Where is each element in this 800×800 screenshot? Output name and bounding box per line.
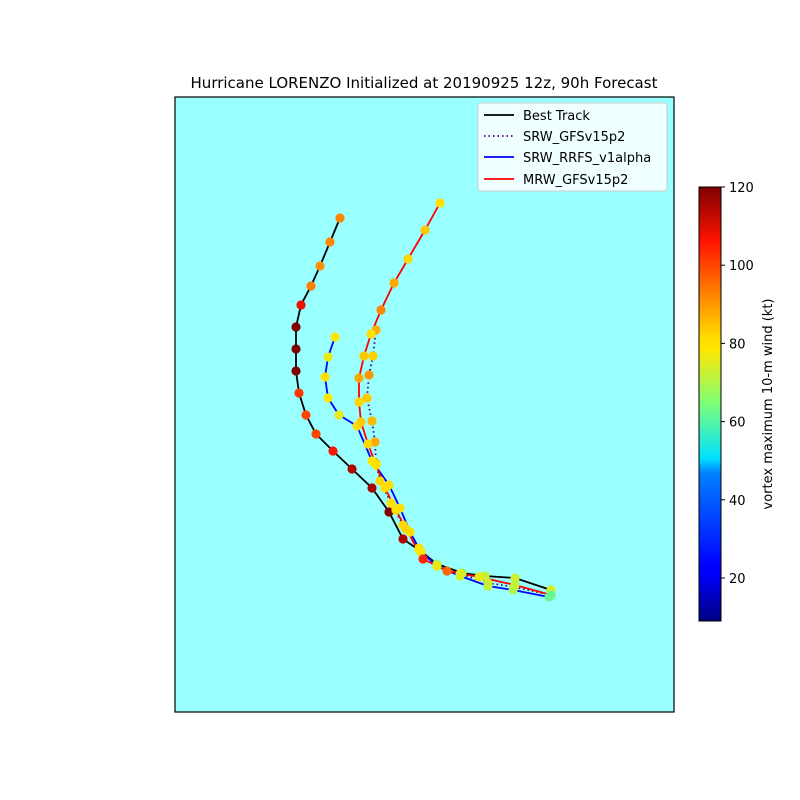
track-point-srw-gfsv15p2 [367,416,377,426]
track-point-mrw-gfsv15p2 [435,198,445,208]
track-point-mrw-gfsv15p2 [363,439,373,449]
chart-title: Hurricane LORENZO Initialized at 2019092… [191,74,658,92]
track-layer [291,198,556,602]
colorbar: 20 40 60 80 100 120 vortex maximum 10-m wind … [698,181,776,622]
track-point-best-track [315,261,325,271]
plot-area [175,97,674,712]
track-point-mrw-gfsv15p2 [442,566,452,576]
track-point-mrw-gfsv15p2 [474,572,484,582]
track-point-best-track [347,464,357,474]
track-point-mrw-gfsv15p2 [391,505,401,515]
track-line-srw-rrfs-v1alpha [324,336,550,598]
track-point-best-track [510,573,520,583]
track-point-best-track [296,300,306,310]
track-point-mrw-gfsv15p2 [389,278,399,288]
track-point-srw-rrfs-v1alpha [330,332,340,342]
track-point-srw-rrfs-v1alpha [323,393,333,403]
track-point-mrw-gfsv15p2 [546,590,556,600]
legend-label: MRW_GFSv15p2 [523,173,628,188]
track-point-mrw-gfsv15p2 [376,305,386,315]
track-point-mrw-gfsv15p2 [359,351,369,361]
track-point-best-track [367,483,377,493]
track-point-mrw-gfsv15p2 [418,554,428,564]
colorbar-tick-label: 120 [729,181,754,196]
colorbar-ticks: 20 40 60 80 100 120 [721,181,754,587]
colorbar-tick-label: 100 [729,259,754,274]
colorbar-gradient [698,186,722,622]
track-point-srw-gfsv15p2 [364,370,374,380]
legend-label: SRW_GFSv15p2 [523,130,625,145]
track-point-best-track [291,344,301,354]
track-point-srw-gfsv15p2 [370,437,380,447]
legend-label: SRW_RRFS_v1alpha [523,151,651,166]
track-point-best-track [301,410,311,420]
colorbar-tick-label: 80 [729,337,746,352]
track-point-best-track [291,366,301,376]
plot-frame [174,96,675,713]
track-point-best-track [335,213,345,223]
track-point-srw-gfsv15p2 [386,498,396,508]
colorbar-tick-label: 60 [729,416,746,431]
track-point-srw-gfsv15p2 [368,351,378,361]
track-point-mrw-gfsv15p2 [380,483,390,493]
track-point-srw-rrfs-v1alpha [323,352,333,362]
track-point-mrw-gfsv15p2 [420,225,430,235]
track-point-mrw-gfsv15p2 [401,524,411,534]
track-point-best-track [325,237,335,247]
track-point-srw-rrfs-v1alpha [416,547,426,557]
track-point-srw-rrfs-v1alpha [455,571,465,581]
track-point-best-track [398,534,408,544]
track-point-best-track [384,507,394,517]
track-point-srw-gfsv15p2 [362,393,372,403]
colorbar-tick-label: 40 [729,494,746,509]
track-point-best-track [294,388,304,398]
track-point-srw-rrfs-v1alpha [432,561,442,571]
track-point-mrw-gfsv15p2 [371,460,381,470]
legend-entry-srw-gfs: SRW_GFSv15p2 [484,130,625,145]
legend-entry-best-track: Best Track [484,109,590,124]
track-point-mrw-gfsv15p2 [354,397,364,407]
track-point-srw-gfsv15p2 [375,476,385,486]
track-point-best-track [311,429,321,439]
legend: Best Track SRW_GFSv15p2 SRW_RRFS_v1alpha… [477,102,668,192]
track-point-best-track [328,446,338,456]
track-point-srw-rrfs-v1alpha [320,372,330,382]
colorbar-label: vortex maximum 10-m wind (kt) [761,299,776,510]
track-point-best-track [306,281,316,291]
track-point-srw-rrfs-v1alpha [483,581,493,591]
track-point-mrw-gfsv15p2 [356,417,366,427]
track-point-best-track [291,322,301,332]
track-point-mrw-gfsv15p2 [366,329,376,339]
legend-box [477,102,668,192]
colorbar-tick-label: 20 [729,572,746,587]
legend-label: Best Track [523,109,590,124]
legend-entry-mrw-gfs: MRW_GFSv15p2 [484,173,628,188]
legend-entry-srw-rrfs: SRW_RRFS_v1alpha [484,151,651,166]
track-point-mrw-gfsv15p2 [510,580,520,590]
track-point-mrw-gfsv15p2 [354,373,364,383]
track-point-srw-rrfs-v1alpha [334,410,344,420]
track-point-mrw-gfsv15p2 [403,254,413,264]
